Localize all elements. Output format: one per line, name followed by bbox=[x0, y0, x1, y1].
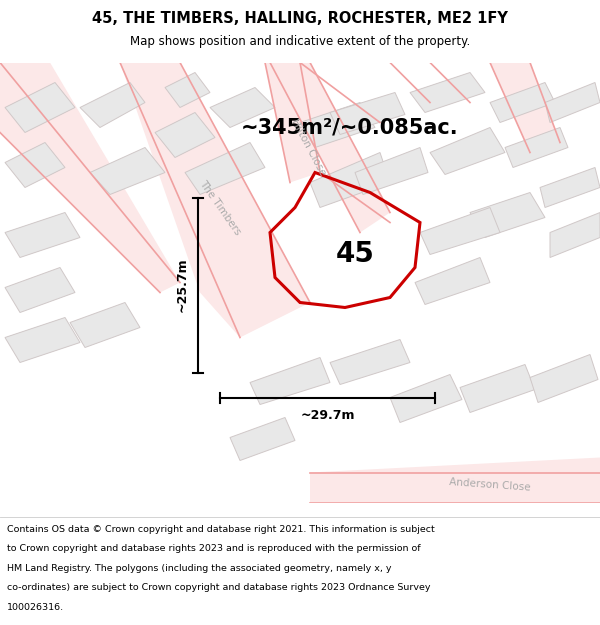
Polygon shape bbox=[420, 208, 500, 254]
Polygon shape bbox=[5, 82, 75, 132]
Text: Contains OS data © Crown copyright and database right 2021. This information is : Contains OS data © Crown copyright and d… bbox=[7, 525, 435, 534]
Polygon shape bbox=[80, 82, 145, 127]
Text: to Crown copyright and database rights 2023 and is reproduced with the permissio: to Crown copyright and database rights 2… bbox=[7, 544, 421, 553]
Polygon shape bbox=[390, 374, 462, 423]
Polygon shape bbox=[550, 213, 600, 258]
Polygon shape bbox=[410, 72, 485, 112]
Polygon shape bbox=[70, 302, 140, 348]
Polygon shape bbox=[185, 142, 265, 194]
Polygon shape bbox=[310, 458, 600, 503]
Text: ~25.7m: ~25.7m bbox=[176, 258, 188, 312]
Polygon shape bbox=[330, 339, 410, 384]
Polygon shape bbox=[540, 168, 600, 208]
Polygon shape bbox=[490, 82, 555, 122]
Polygon shape bbox=[210, 88, 275, 128]
Polygon shape bbox=[505, 127, 568, 168]
Text: ~345m²/~0.085ac.: ~345m²/~0.085ac. bbox=[241, 118, 459, 138]
Polygon shape bbox=[250, 357, 330, 404]
Text: The Timbers: The Timbers bbox=[197, 178, 242, 237]
Polygon shape bbox=[490, 62, 560, 152]
Polygon shape bbox=[470, 192, 545, 238]
Polygon shape bbox=[165, 72, 210, 107]
Polygon shape bbox=[460, 364, 535, 413]
Text: Map shows position and indicative extent of the property.: Map shows position and indicative extent… bbox=[130, 35, 470, 48]
Polygon shape bbox=[5, 213, 80, 258]
Polygon shape bbox=[545, 82, 600, 122]
Polygon shape bbox=[415, 258, 490, 304]
Polygon shape bbox=[265, 62, 320, 182]
Text: 45: 45 bbox=[335, 241, 374, 269]
Polygon shape bbox=[0, 62, 180, 292]
Polygon shape bbox=[300, 102, 375, 148]
Polygon shape bbox=[120, 62, 310, 338]
Polygon shape bbox=[530, 354, 598, 402]
Polygon shape bbox=[430, 127, 505, 174]
Text: ~29.7m: ~29.7m bbox=[300, 409, 355, 422]
Polygon shape bbox=[5, 318, 80, 362]
Polygon shape bbox=[5, 268, 75, 312]
Polygon shape bbox=[230, 418, 295, 461]
Text: HM Land Registry. The polygons (including the associated geometry, namely x, y: HM Land Registry. The polygons (includin… bbox=[7, 564, 392, 572]
Polygon shape bbox=[355, 148, 428, 194]
Polygon shape bbox=[5, 142, 65, 188]
Polygon shape bbox=[90, 148, 165, 194]
Text: co-ordinates) are subject to Crown copyright and database rights 2023 Ordnance S: co-ordinates) are subject to Crown copyr… bbox=[7, 583, 431, 592]
Polygon shape bbox=[330, 92, 405, 134]
Polygon shape bbox=[310, 152, 390, 208]
Text: 100026316.: 100026316. bbox=[7, 602, 64, 612]
Text: Hilton Close: Hilton Close bbox=[289, 118, 327, 178]
Text: 45, THE TIMBERS, HALLING, ROCHESTER, ME2 1FY: 45, THE TIMBERS, HALLING, ROCHESTER, ME2… bbox=[92, 11, 508, 26]
Text: Anderson Close: Anderson Close bbox=[449, 477, 531, 492]
Polygon shape bbox=[155, 112, 215, 158]
Polygon shape bbox=[270, 62, 390, 232]
